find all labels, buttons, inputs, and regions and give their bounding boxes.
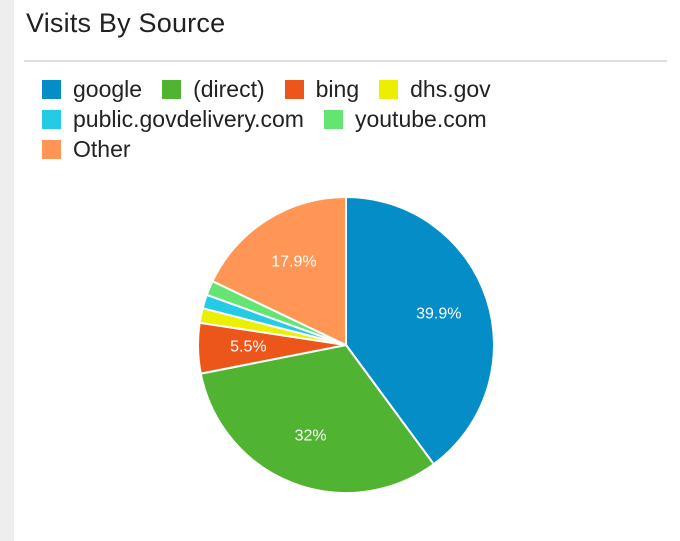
legend-label: (direct) — [193, 76, 265, 102]
legend-label: dhs.gov — [410, 76, 491, 102]
legend-swatch — [42, 139, 61, 159]
legend-item-public-govdelivery[interactable]: public.govdelivery.com — [42, 106, 304, 132]
legend-swatch — [42, 109, 61, 129]
legend-item-bing[interactable]: bing — [284, 76, 360, 102]
legend-label: public.govdelivery.com — [73, 106, 304, 132]
legend-swatch — [284, 79, 304, 99]
legend-item-other[interactable]: Other — [42, 136, 131, 162]
left-gutter — [0, 0, 14, 541]
legend-swatch — [379, 79, 399, 99]
legend-label: youtube.com — [354, 106, 487, 132]
legend-label: bing — [315, 76, 360, 102]
pie-slice-other[interactable] — [211, 195, 347, 347]
legend-item-google[interactable]: google — [42, 76, 142, 102]
pie-data-labels: 39.9% 32% 5.5% 17.9% — [230, 254, 461, 445]
widget-header: Visits By Source — [14, 0, 680, 60]
legend-item-youtube[interactable]: youtube.com — [323, 106, 487, 132]
legend-label: Other — [73, 136, 131, 162]
pie-slices — [197, 195, 495, 494]
legend-swatch — [162, 79, 182, 99]
legend-label: google — [73, 76, 143, 102]
legend-item-direct[interactable]: (direct) — [162, 76, 265, 102]
legend-swatch — [323, 109, 343, 129]
pie-slice-google[interactable] — [345, 195, 495, 466]
legend-row: public.govdelivery.com youtube.com — [42, 104, 662, 134]
legend-item-dhs-gov[interactable]: dhs.gov — [379, 76, 491, 102]
chart-legend: google (direct) bing dhs.gov public.govd… — [42, 74, 662, 164]
pie-slice-direct[interactable] — [199, 343, 436, 494]
legend-row: google (direct) bing dhs.gov — [42, 74, 662, 104]
legend-swatch — [42, 79, 61, 99]
slice-label-other: 17.9% — [271, 254, 316, 271]
slice-label-google: 39.9% — [416, 306, 461, 323]
slice-label-bing: 5.5% — [230, 338, 266, 355]
legend-row: Other — [42, 134, 662, 164]
slice-label-direct: 32% — [295, 427, 327, 444]
widget-title: Visits By Source — [26, 8, 226, 38]
header-divider — [24, 60, 667, 62]
